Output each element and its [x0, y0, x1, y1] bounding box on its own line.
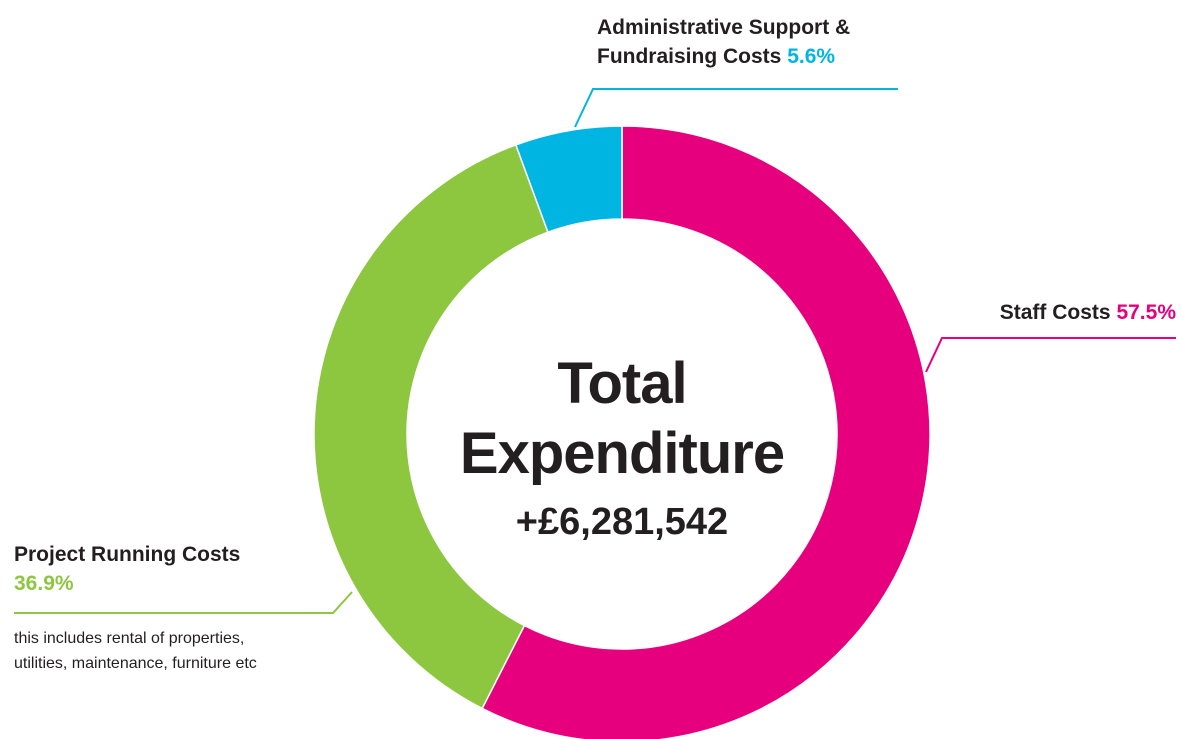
admin-support-label: Administrative Support & Fundraising Cos…	[597, 13, 850, 71]
project-running-percent: 36.9%	[14, 572, 74, 595]
project-running-note: this includes rental of properties, util…	[14, 626, 257, 676]
project-running-label-text: Project Running Costs	[14, 543, 241, 566]
staff-costs-percent: 57.5%	[1116, 301, 1176, 324]
leader-line-project-running	[14, 591, 353, 614]
donut-slices	[313, 125, 931, 739]
project-running-note-line1: this includes rental of properties,	[14, 630, 245, 647]
admin-support-label-line1: Administrative Support &	[597, 16, 851, 39]
center-title-line2: Expenditure	[459, 421, 785, 486]
leader-line-admin-support	[574, 88, 898, 128]
center-title-line1: Total	[557, 351, 687, 416]
staff-costs-label-text: Staff Costs	[999, 301, 1111, 324]
slice-staff-costs	[481, 125, 931, 739]
project-running-note-line2: utilities, maintenance, furniture etc	[14, 655, 257, 672]
total-expenditure-value: +£6,281,542	[515, 501, 729, 543]
slice-project-running-costs	[313, 143, 549, 710]
slice-admin-support	[514, 125, 623, 234]
admin-support-label-line2: Fundraising Costs 5.6%	[597, 42, 850, 71]
admin-support-percent: 5.6%	[787, 45, 836, 68]
staff-costs-label: Staff Costs 57.5%	[1000, 298, 1176, 327]
leader-line-staff-costs	[925, 337, 1176, 373]
leader-lines	[14, 88, 1176, 614]
admin-support-label-text: Fundraising Costs	[597, 45, 782, 68]
project-running-label: Project Running Costs 36.9%	[14, 540, 240, 598]
